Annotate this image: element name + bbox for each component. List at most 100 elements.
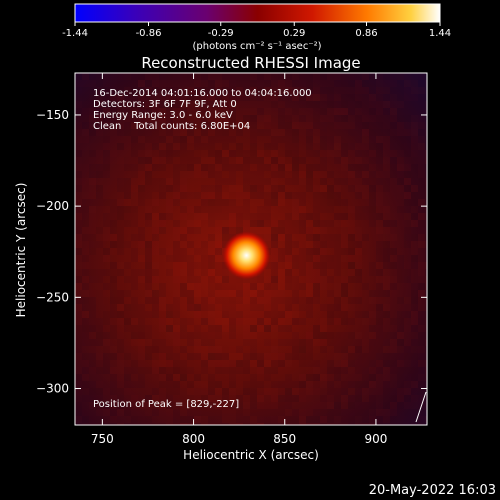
heatmap-cell (138, 178, 145, 185)
heatmap-cell (96, 122, 103, 129)
heatmap-cell (180, 255, 187, 262)
heatmap-cell (278, 87, 285, 94)
heatmap-cell (229, 178, 236, 185)
heatmap-cell (250, 199, 257, 206)
heatmap-cell (355, 304, 362, 311)
heatmap-cell (187, 269, 194, 276)
heatmap-cell (404, 381, 411, 388)
heatmap-cell (257, 381, 264, 388)
heatmap-cell (418, 269, 425, 276)
heatmap-cell (229, 416, 236, 423)
heatmap-cell (173, 381, 180, 388)
heatmap-cell (152, 304, 159, 311)
heatmap-cell (404, 80, 411, 87)
heatmap-cell (411, 255, 418, 262)
heatmap-cell (229, 129, 236, 136)
heatmap-cell (418, 346, 425, 353)
heatmap-cell (348, 94, 355, 101)
heatmap-cell (131, 304, 138, 311)
heatmap-cell (96, 269, 103, 276)
heatmap-cell (166, 339, 173, 346)
heatmap-cell (404, 227, 411, 234)
heatmap-cell (327, 416, 334, 423)
heatmap-cell (285, 171, 292, 178)
chart-title: Reconstructed RHESSI Image (141, 54, 360, 72)
heatmap-cell (138, 332, 145, 339)
heatmap-cell (236, 94, 243, 101)
heatmap-cell (194, 416, 201, 423)
heatmap-cell (117, 416, 124, 423)
heatmap-cell (194, 178, 201, 185)
heatmap-cell (313, 255, 320, 262)
heatmap-cell (425, 255, 432, 262)
heatmap-cell (271, 241, 278, 248)
heatmap-cell (397, 297, 404, 304)
heatmap-cell (243, 395, 250, 402)
heatmap-cell (222, 150, 229, 157)
heatmap-cell (110, 157, 117, 164)
heatmap-cell (159, 311, 166, 318)
heatmap-cell (376, 94, 383, 101)
heatmap-cell (222, 206, 229, 213)
heatmap-cell (243, 402, 250, 409)
heatmap-cell (285, 220, 292, 227)
heatmap-cell (166, 164, 173, 171)
heatmap-cell (103, 255, 110, 262)
heatmap-cell (187, 360, 194, 367)
heatmap-cell (369, 374, 376, 381)
heatmap-cell (341, 297, 348, 304)
heatmap-cell (320, 332, 327, 339)
heatmap-cell (89, 409, 96, 416)
heatmap-cell (215, 80, 222, 87)
heatmap-cell (75, 283, 82, 290)
heatmap-cell (243, 94, 250, 101)
heatmap-cell (96, 255, 103, 262)
heatmap-cell (159, 353, 166, 360)
heatmap-cell (145, 234, 152, 241)
heatmap-cell (313, 353, 320, 360)
heatmap-cell (348, 374, 355, 381)
heatmap-cell (334, 136, 341, 143)
heatmap-cell (82, 311, 89, 318)
heatmap-cell (145, 129, 152, 136)
heatmap-cell (271, 269, 278, 276)
heatmap-cell (257, 311, 264, 318)
heatmap-cell (222, 381, 229, 388)
heatmap-cell (355, 367, 362, 374)
heatmap-cell (145, 199, 152, 206)
heatmap-cell (236, 206, 243, 213)
heatmap-cell (306, 409, 313, 416)
heatmap-cell (390, 367, 397, 374)
heatmap-cell (278, 360, 285, 367)
heatmap-cell (278, 374, 285, 381)
heatmap-cell (173, 367, 180, 374)
heatmap-cell (313, 276, 320, 283)
heatmap-cell (362, 87, 369, 94)
heatmap-cell (82, 171, 89, 178)
heatmap-cell (75, 108, 82, 115)
heatmap-cell (145, 262, 152, 269)
heatmap-cell (425, 423, 432, 430)
heatmap-cell (96, 409, 103, 416)
heatmap-cell (89, 346, 96, 353)
heatmap-cell (362, 122, 369, 129)
heatmap-cell (404, 108, 411, 115)
heatmap-cell (383, 80, 390, 87)
heatmap-cell (285, 206, 292, 213)
heatmap-cell (257, 220, 264, 227)
heatmap-cell (376, 332, 383, 339)
heatmap-cell (173, 388, 180, 395)
heatmap-cell (355, 150, 362, 157)
heatmap-cell (187, 150, 194, 157)
heatmap-cell (334, 409, 341, 416)
heatmap-cell (250, 206, 257, 213)
heatmap-cell (383, 402, 390, 409)
heatmap-cell (215, 157, 222, 164)
heatmap-cell (201, 73, 208, 80)
heatmap-cell (257, 136, 264, 143)
heatmap-cell (236, 409, 243, 416)
heatmap-cell (124, 262, 131, 269)
heatmap-cell (215, 409, 222, 416)
heatmap-cell (278, 234, 285, 241)
heatmap-cell (96, 367, 103, 374)
